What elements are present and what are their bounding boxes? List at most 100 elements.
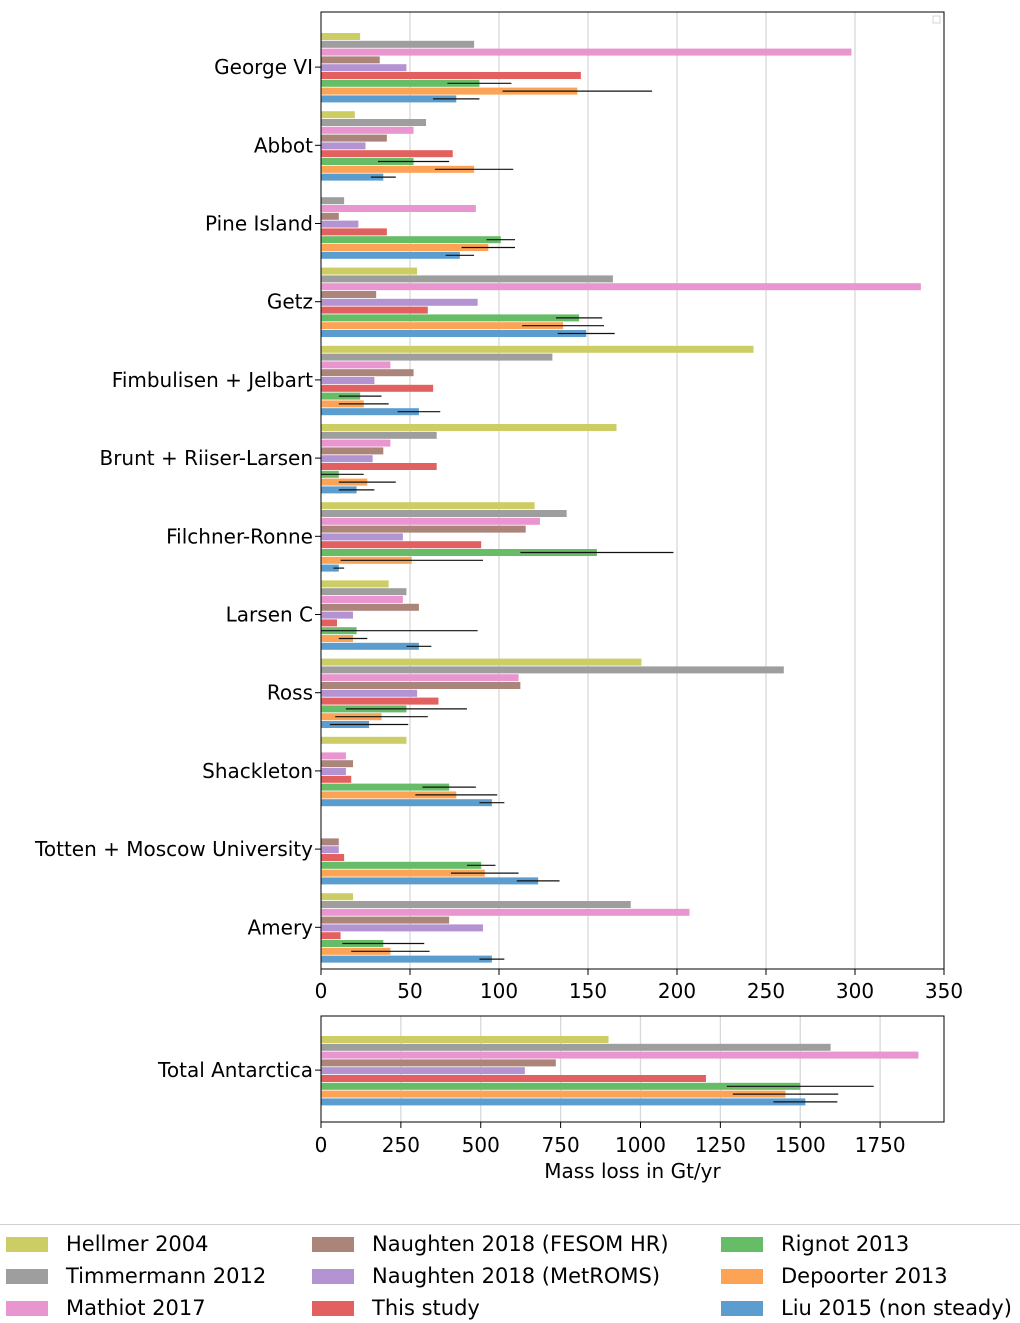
x-tick-label: 500 bbox=[462, 1133, 500, 1157]
bar bbox=[321, 846, 339, 854]
bar bbox=[321, 901, 631, 908]
bar bbox=[321, 377, 375, 384]
legend-swatch bbox=[721, 1300, 763, 1316]
bar bbox=[321, 1098, 806, 1106]
bar bbox=[321, 134, 387, 142]
bar bbox=[321, 119, 427, 126]
bar bbox=[321, 924, 483, 932]
bar bbox=[321, 455, 373, 463]
bar bbox=[321, 1051, 919, 1059]
bar bbox=[321, 1082, 801, 1090]
legend-item: Hellmer 2004 bbox=[6, 1229, 209, 1259]
legend-item: Depoorter 2013 bbox=[721, 1261, 948, 1291]
bar bbox=[321, 603, 419, 611]
empty-legend-box bbox=[932, 15, 941, 24]
legend-swatch bbox=[721, 1268, 763, 1284]
legend-item: Rignot 2013 bbox=[721, 1229, 909, 1259]
bar bbox=[321, 306, 428, 314]
bar bbox=[321, 955, 492, 963]
category-label: George VI bbox=[214, 55, 313, 79]
legend-swatch bbox=[6, 1268, 48, 1284]
panel-1: George VI Abbot Pine Island Getz Fimbulisen … bbox=[34, 11, 963, 1003]
bar bbox=[321, 736, 407, 744]
x-tick-label: 750 bbox=[542, 1133, 580, 1157]
bar bbox=[321, 689, 418, 697]
bar bbox=[321, 431, 437, 439]
bar bbox=[321, 205, 476, 212]
x-tick-label: 250 bbox=[382, 1133, 420, 1157]
bar bbox=[321, 87, 578, 95]
bar bbox=[321, 79, 480, 87]
legend-label: Depoorter 2013 bbox=[781, 1264, 948, 1288]
category-label: Abbot bbox=[254, 133, 313, 157]
bar bbox=[321, 1090, 786, 1098]
bar bbox=[321, 893, 354, 901]
bar bbox=[321, 541, 482, 549]
bar bbox=[321, 697, 439, 705]
bar bbox=[321, 932, 341, 940]
category-label: Pine Island bbox=[205, 212, 313, 236]
bar bbox=[321, 861, 482, 869]
axes-frame bbox=[320, 11, 945, 970]
x-tick-label: 50 bbox=[397, 979, 422, 1003]
x-tick-label: 150 bbox=[569, 979, 607, 1003]
x-axis-title: Mass loss in Gt/yr bbox=[544, 1159, 721, 1183]
x-tick-label: 200 bbox=[658, 979, 696, 1003]
bar bbox=[321, 126, 414, 134]
bar bbox=[321, 517, 540, 525]
bar bbox=[321, 588, 407, 596]
bar bbox=[321, 768, 346, 775]
bar bbox=[321, 838, 339, 846]
bar bbox=[321, 236, 501, 244]
bar bbox=[321, 525, 526, 533]
legend-swatch bbox=[6, 1300, 48, 1316]
bar bbox=[321, 244, 489, 251]
category-label: Filchner-Ronne bbox=[166, 524, 313, 548]
bar bbox=[321, 752, 346, 760]
legend-swatch bbox=[312, 1300, 354, 1316]
legend-label: Mathiot 2017 bbox=[66, 1296, 206, 1320]
category-label: Brunt + Riiser-Larsen bbox=[99, 446, 313, 470]
bar bbox=[321, 502, 535, 510]
bar bbox=[321, 314, 580, 322]
bar bbox=[321, 384, 434, 392]
bar bbox=[321, 158, 414, 165]
bar bbox=[321, 510, 567, 517]
bar bbox=[321, 611, 354, 619]
bar bbox=[321, 1043, 831, 1051]
bar bbox=[321, 228, 387, 236]
legend-swatch bbox=[312, 1236, 354, 1252]
bar bbox=[321, 251, 460, 259]
bar bbox=[321, 361, 391, 369]
x-tick-label: 0 bbox=[315, 1133, 328, 1157]
bar bbox=[321, 908, 690, 916]
bar bbox=[321, 40, 475, 48]
category-label: Amery bbox=[247, 915, 313, 939]
bar bbox=[321, 298, 478, 306]
legend-label: Naughten 2018 (MetROMS) bbox=[372, 1264, 661, 1288]
x-tick-label: 250 bbox=[747, 979, 785, 1003]
bar bbox=[321, 580, 389, 588]
category-label: Shackleton bbox=[202, 759, 313, 783]
legend-item: This study bbox=[312, 1293, 480, 1323]
category-label: Larsen C bbox=[226, 603, 313, 627]
bar bbox=[321, 72, 581, 79]
bar bbox=[321, 799, 492, 807]
bar bbox=[321, 1075, 706, 1082]
bar bbox=[321, 111, 355, 119]
category-label: Ross bbox=[267, 681, 313, 705]
bar bbox=[321, 283, 921, 291]
bar bbox=[321, 212, 339, 220]
x-tick-label: 350 bbox=[925, 979, 963, 1003]
legend-item: Naughten 2018 (MetROMS) bbox=[312, 1261, 660, 1291]
bar bbox=[321, 635, 354, 642]
bar bbox=[321, 1036, 609, 1043]
bar bbox=[321, 791, 457, 799]
bar bbox=[321, 165, 475, 173]
bar bbox=[321, 596, 403, 603]
bar bbox=[321, 56, 380, 64]
category-label: Fimbulisen + Jelbart bbox=[112, 368, 313, 392]
x-tick-label: 0 bbox=[315, 979, 328, 1003]
bar bbox=[321, 424, 617, 431]
bar bbox=[321, 682, 521, 689]
